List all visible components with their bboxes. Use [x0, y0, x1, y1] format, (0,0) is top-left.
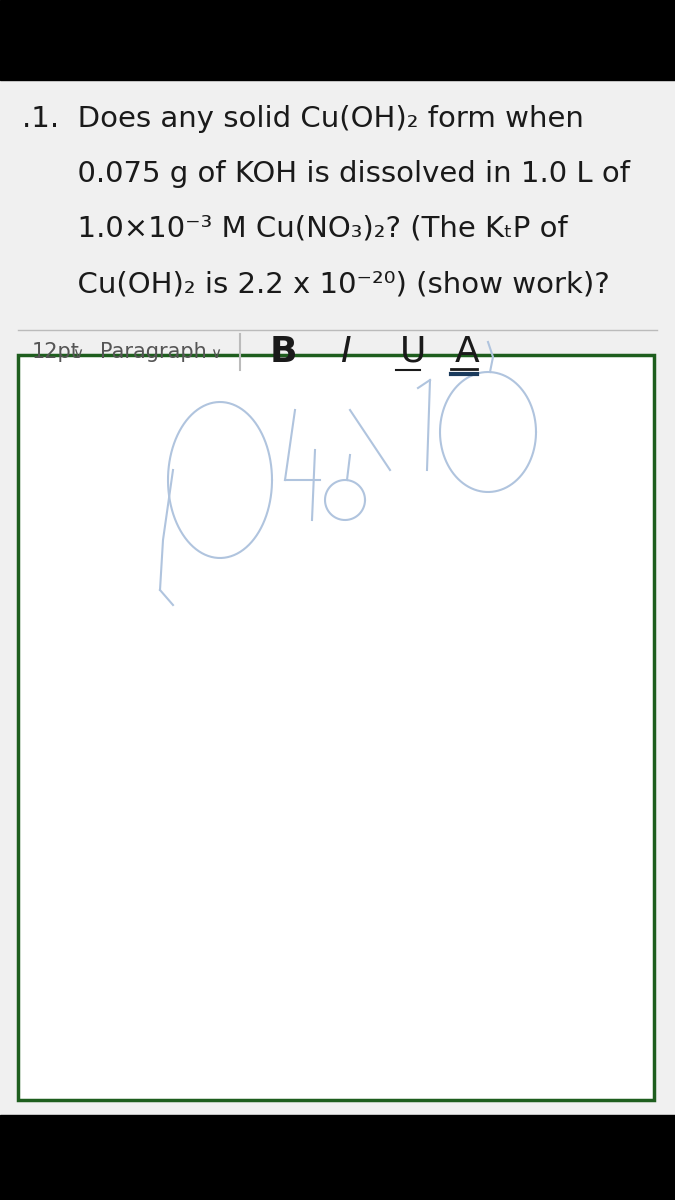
FancyBboxPatch shape — [18, 355, 654, 1100]
Text: Cu(OH)₂ is 2.2 x 10⁻²⁰) (show work)?: Cu(OH)₂ is 2.2 x 10⁻²⁰) (show work)? — [22, 270, 610, 298]
Text: 12pt: 12pt — [32, 342, 80, 362]
Text: A: A — [455, 335, 480, 370]
Text: U: U — [400, 335, 427, 370]
Text: I: I — [340, 335, 350, 370]
Text: 1.0×10⁻³ M Cu(NO₃)₂? (The KₜP of: 1.0×10⁻³ M Cu(NO₃)₂? (The KₜP of — [22, 215, 568, 242]
Text: ∨: ∨ — [72, 347, 83, 361]
Text: Paragraph: Paragraph — [100, 342, 207, 362]
Text: B: B — [270, 335, 298, 370]
Bar — [0, 80, 675, 1115]
Bar — [0, 1115, 675, 1200]
Text: 0.075 g of KOH is dissolved in 1.0 L of: 0.075 g of KOH is dissolved in 1.0 L of — [22, 160, 630, 188]
Text: .1.  Does any solid Cu(OH)₂ form when: .1. Does any solid Cu(OH)₂ form when — [22, 104, 584, 133]
Bar — [0, 0, 675, 80]
Text: ∨: ∨ — [210, 347, 221, 361]
